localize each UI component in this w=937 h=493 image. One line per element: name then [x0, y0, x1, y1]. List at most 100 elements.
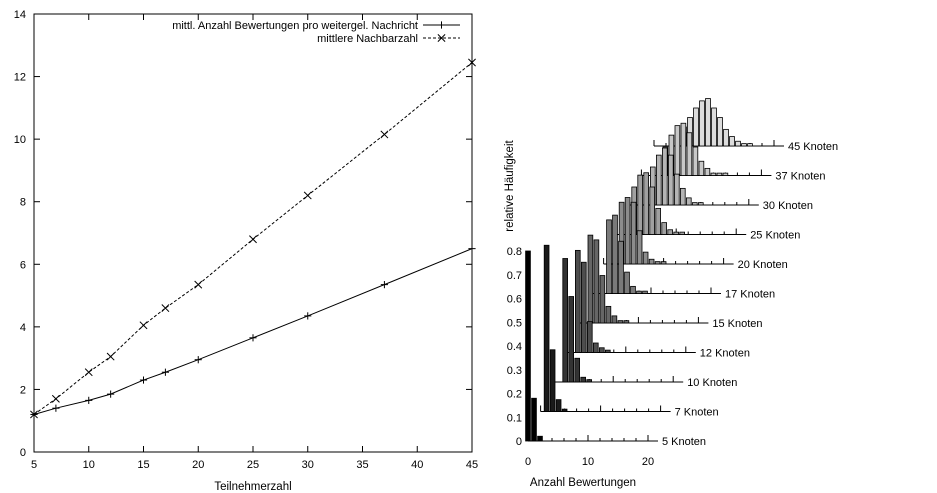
histogram-bar — [617, 320, 624, 324]
x-tick-label: 10 — [83, 459, 95, 471]
histogram-slice-7: 20 Knoten — [603, 197, 788, 271]
histogram-bar — [660, 261, 667, 265]
histogram-bar — [605, 305, 612, 324]
histogram-bar — [716, 172, 723, 176]
slice-label: 10 Knoten — [687, 377, 737, 389]
histogram-bar — [623, 320, 630, 324]
histogram-bar — [612, 214, 618, 294]
x-tick-label: 30 — [302, 459, 314, 471]
histogram-bar — [680, 122, 687, 176]
histogram-bar — [581, 261, 587, 353]
x-tick-label: 20 — [192, 459, 204, 471]
data-point — [437, 34, 446, 42]
y-tick-label: 0 — [516, 436, 522, 448]
histogram-bar — [674, 125, 681, 176]
slice-label: 45 Knoten — [788, 141, 838, 153]
histogram-bar — [593, 239, 600, 324]
legend-label: mittlere Nachbarzahl — [317, 33, 418, 45]
series-line — [33, 248, 473, 415]
x-tick-label: 40 — [411, 459, 423, 471]
histogram-bar — [722, 172, 729, 176]
data-point — [139, 321, 148, 330]
data-point — [106, 352, 115, 361]
x-tick-label: 25 — [247, 459, 259, 471]
histogram-bar — [637, 174, 643, 235]
histogram-bar — [711, 107, 717, 147]
histogram-bar — [531, 397, 537, 442]
histogram-bar — [674, 173, 680, 206]
histogram-bar — [679, 231, 685, 235]
slice-label: 7 Knoten — [675, 407, 719, 419]
y-tick-label: 10 — [14, 134, 26, 146]
histogram-bar — [693, 107, 699, 147]
histogram-slice-5: 15 Knoten — [577, 234, 763, 330]
histogram-bar — [698, 202, 704, 206]
data-point — [194, 280, 203, 289]
histogram-bar — [692, 202, 698, 206]
histogram-bar — [618, 240, 624, 294]
histogram-bar — [630, 201, 637, 265]
histogram-bar — [673, 231, 679, 235]
histogram-bar — [729, 136, 735, 147]
histogram-bar — [735, 140, 741, 147]
x-tick-label: 0 — [525, 456, 531, 468]
histogram-bar — [668, 154, 674, 206]
y-tick-label: 8 — [20, 197, 26, 209]
y-tick-label: 0.3 — [507, 365, 522, 377]
slice-label: 15 Knoten — [712, 318, 762, 330]
data-point — [249, 235, 257, 244]
histogram-bar — [723, 128, 729, 147]
y-tick-label: 0.2 — [507, 389, 522, 401]
histogram-bar — [656, 154, 662, 206]
x-axis-label: Teilnehmerzahl — [214, 481, 291, 493]
histogram-bar — [686, 132, 693, 176]
data-point — [468, 58, 476, 67]
histogram-bar — [575, 249, 581, 353]
slice-label: 12 Knoten — [700, 348, 750, 360]
histogram-bar — [692, 146, 699, 176]
data-point — [303, 191, 312, 200]
y-axis-label: relative Häufigkeit — [504, 139, 516, 231]
x-tick-label: 15 — [137, 459, 149, 471]
plot-frame — [33, 13, 473, 453]
line-chart: 5 10 15 20 25 30 35 40 45 0 2 4 6 8 10 12 14 Teilnehmerza… — [14, 9, 478, 493]
y-tick-label: 14 — [14, 9, 26, 21]
series-1 — [30, 245, 476, 419]
slice-label: 20 Knoten — [738, 259, 788, 271]
y-tick-label: 0.6 — [507, 294, 522, 306]
data-point — [30, 410, 38, 419]
histogram-bar — [611, 315, 618, 324]
histogram-bar — [543, 244, 550, 412]
histogram-bar — [561, 408, 568, 412]
slice-label: 30 Knoten — [763, 200, 813, 212]
histogram-bar — [580, 376, 586, 383]
x-tick-label: 10 — [582, 456, 594, 468]
histogram-bar — [655, 207, 661, 235]
histogram-bar — [537, 435, 543, 442]
histogram-bar — [630, 285, 636, 294]
slice-label: 37 Knoten — [775, 171, 825, 183]
histogram-bar — [698, 160, 705, 176]
y-tick-label: 6 — [20, 259, 26, 271]
y-tick-label: 12 — [14, 72, 26, 84]
y-tick-label: 0.4 — [507, 341, 522, 353]
y-tick-label: 0.7 — [507, 270, 522, 282]
histogram-bar — [705, 98, 711, 147]
histogram-bar — [562, 258, 568, 383]
series-line — [33, 62, 473, 415]
slice-label: 17 Knoten — [725, 289, 775, 301]
histogram-bar — [549, 349, 556, 412]
histogram-bar — [643, 172, 649, 235]
histogram-bar — [587, 234, 594, 324]
histogram-bar — [636, 290, 642, 294]
histogram-bar — [624, 271, 630, 294]
x-axis-label: Anzahl Bewertungen — [530, 477, 636, 489]
histogram-bar — [555, 399, 562, 412]
histogram-bar — [680, 187, 686, 206]
histogram-bar — [525, 250, 531, 442]
histogram-bar — [661, 222, 667, 235]
y-tick-label: 2 — [20, 384, 26, 396]
y-tick-label: 0 — [20, 447, 26, 459]
histogram-slice-10: 37 Knoten — [640, 122, 826, 183]
